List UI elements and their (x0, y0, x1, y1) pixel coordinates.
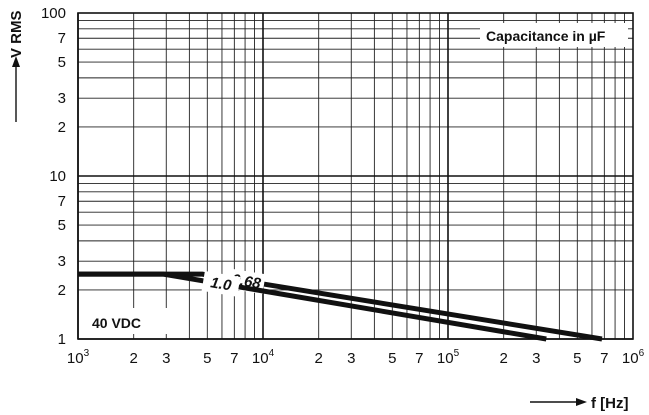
x-axis-label: f [Hz] (591, 395, 629, 412)
x-tick-label: 3 (347, 350, 355, 367)
x-tick-label: 7 (415, 350, 423, 367)
y-tick-label: 2 (58, 282, 66, 299)
series-lines: 0.681.0 (78, 268, 603, 342)
y-tick-label: 1 (58, 331, 66, 348)
annotation-40vdc: 40 VDC (92, 315, 141, 331)
series-label-background (201, 271, 241, 297)
x-tick-label: 5 (388, 350, 396, 367)
x-tick-label: 3 (532, 350, 540, 367)
legend-box (480, 23, 628, 47)
x-tick-label: 105 (437, 348, 460, 367)
series-line-1-0 (78, 271, 547, 342)
x-tick-label: 7 (600, 350, 608, 367)
x-tick-label: 106 (622, 348, 645, 367)
y-axis-arrowhead (12, 56, 20, 67)
y-tick-label: 7 (58, 193, 66, 210)
x-tick-label: 2 (500, 350, 508, 367)
y-tick-label: 100 (41, 5, 66, 22)
x-tick-label: 104 (252, 348, 275, 367)
y-axis-label: V RMS (8, 10, 25, 58)
series-label: 1.0 (209, 274, 233, 294)
plot-frame (77, 12, 634, 340)
x-tick-label: 2 (130, 350, 138, 367)
x-tick-labels: 103 2 3 5 7 104 2 3 5 7 105 2 3 5 7 106 (67, 348, 645, 367)
y-tick-label: 5 (58, 217, 66, 234)
x-tick-label: 5 (203, 350, 211, 367)
legend-title: Capacitance in µF (486, 28, 606, 44)
y-axis-label-group: V RMS (8, 10, 25, 122)
y-tick-label: 3 (58, 253, 66, 270)
x-tick-label: 3 (162, 350, 170, 367)
x-tick-label: 5 (573, 350, 581, 367)
y-tick-labels: 1 2 3 5 7 10 2 3 5 7 100 (41, 5, 66, 348)
y-tick-label: 3 (58, 90, 66, 107)
x-tick-label: 103 (67, 348, 90, 367)
annotation-box (83, 308, 168, 334)
y-tick-label: 10 (49, 168, 66, 185)
y-tick-label: 5 (58, 54, 66, 71)
y-tick-label: 7 (58, 30, 66, 47)
y-tick-label: 2 (58, 119, 66, 136)
x-tick-label: 7 (230, 350, 238, 367)
x-axis-label-group: f [Hz] (530, 395, 629, 412)
x-axis-arrowhead (576, 398, 587, 406)
x-tick-label: 2 (315, 350, 323, 367)
